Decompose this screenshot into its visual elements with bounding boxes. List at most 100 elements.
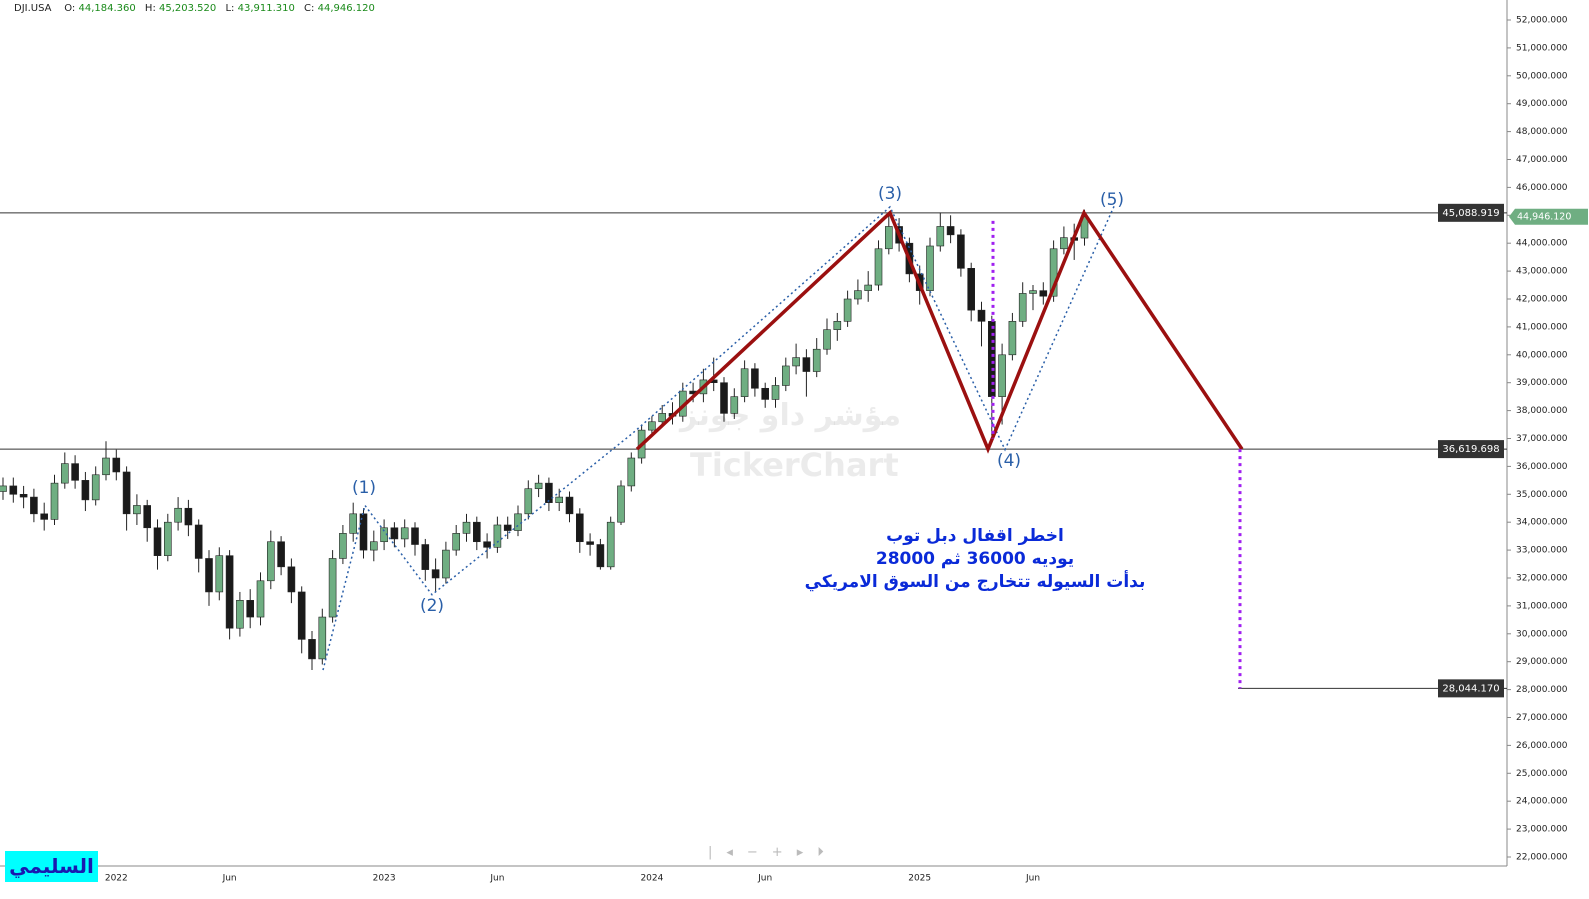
price-tag [1438,440,1504,459]
candle-body [266,541,275,582]
last-price-tag [1509,208,1588,225]
candle-body [390,527,399,540]
watermark: TickerChart [690,446,899,484]
candle-body [81,480,90,501]
candle-body [164,521,172,556]
note-line: يوديه 36000 ثم 28000 [875,549,1075,569]
candle-body [174,507,182,523]
candle-body [761,387,770,400]
x-tick-label: 2024 [640,874,663,884]
candle-body [596,544,605,568]
wave-label: (3) [878,184,902,204]
candle-body [627,457,636,487]
candle-body [184,507,193,526]
y-tick-label: 46,000.000 [1516,183,1568,193]
candle-body [287,566,296,593]
candle-body [1080,216,1089,239]
candle-body [1029,290,1037,294]
y-tick-label: 39,000.000 [1516,378,1568,388]
x-tick-label: Jun [1025,874,1040,884]
candle-body [524,488,533,515]
candle-body [349,513,358,534]
candle-body [823,329,831,350]
key: C: [304,3,315,14]
candle-body [967,268,976,311]
candle-body [308,639,316,660]
watermark: مؤشر داو جونز [680,398,902,433]
candle-body [926,245,934,291]
candle-body [575,513,584,543]
candle-body [102,457,110,476]
candle-body [153,527,162,556]
y-tick-label: 33,000.000 [1516,546,1568,556]
candle-body [565,496,574,515]
candle-body [751,368,759,389]
wave-label: (1) [352,478,376,498]
candle-body [225,555,234,629]
candle-body [555,496,564,503]
candle-body [1018,293,1027,322]
candle-body [277,541,285,568]
y-tick-label: 24,000.000 [1516,797,1568,807]
y-tick-label: 36,000.000 [1516,462,1568,472]
candle-body [843,298,852,322]
candle-body [236,600,244,629]
candle-body [91,474,100,501]
note-line: بدأت السيوله تتخارج من السوق الامريكي [804,572,1146,592]
price-tag [1438,203,1504,222]
y-tick-label: 42,000.000 [1516,294,1568,304]
candle-body [781,365,790,386]
y-tick-label: 43,000.000 [1516,267,1568,277]
candle-body [9,485,18,495]
y-tick-label: 41,000.000 [1516,322,1568,332]
candle-body [122,471,131,515]
y-tick-label: 44,000.000 [1516,239,1568,249]
y-tick-label: 23,000.000 [1516,825,1568,835]
key: O: [64,3,76,14]
candle-body [194,524,203,559]
candle-body [514,513,522,531]
candle-body [771,385,780,400]
value: 45,203.520 [159,3,217,14]
symbol: DJI.USA [14,3,52,14]
annotation: اخطر اقفال دبل توب يوديه 36000 ثم 28000 … [760,525,1190,594]
candle-body [545,482,553,503]
pattern-line [635,209,1244,454]
candle-body [50,482,59,520]
candle-body [812,348,821,372]
candle-body [658,413,667,423]
y-tick-label: 30,000.000 [1516,629,1568,639]
candle-body [462,521,471,534]
y-tick-label: 38,000.000 [1516,406,1568,416]
header: DJI.USA O: 44,184.360 H: 45,203.520 L: 4… [14,3,381,14]
y-tick-label: 35,000.000 [1516,490,1568,500]
price-tag [1438,679,1504,698]
y-tick-label: 50,000.000 [1516,71,1568,81]
key: H: [144,3,156,14]
candle-body [936,226,945,247]
x-tick-label: 2025 [908,874,931,884]
candle-body [205,558,213,593]
value: 44,946.120 [317,3,375,14]
candle-body [452,533,461,551]
y-tick-label: 22,000.000 [1516,852,1568,862]
candle-body [318,616,327,660]
nav-controls[interactable]: |◂−+▸⏵ [708,845,838,860]
candle-body [442,549,450,579]
candle-body [740,368,749,397]
x-tick-label: Jun [489,874,504,884]
wave-label: (2) [420,596,444,616]
candle-body [1060,237,1068,250]
candle-body [802,357,811,372]
candle-body [483,541,491,548]
candle-body [339,533,347,559]
candle-body [411,527,419,545]
candle-body [503,524,512,531]
candle-body [493,524,502,548]
value: 44,184.360 [78,3,136,14]
x-tick-label: 2022 [105,874,128,884]
value: 43,911.310 [237,3,295,14]
candle-body [946,226,955,236]
